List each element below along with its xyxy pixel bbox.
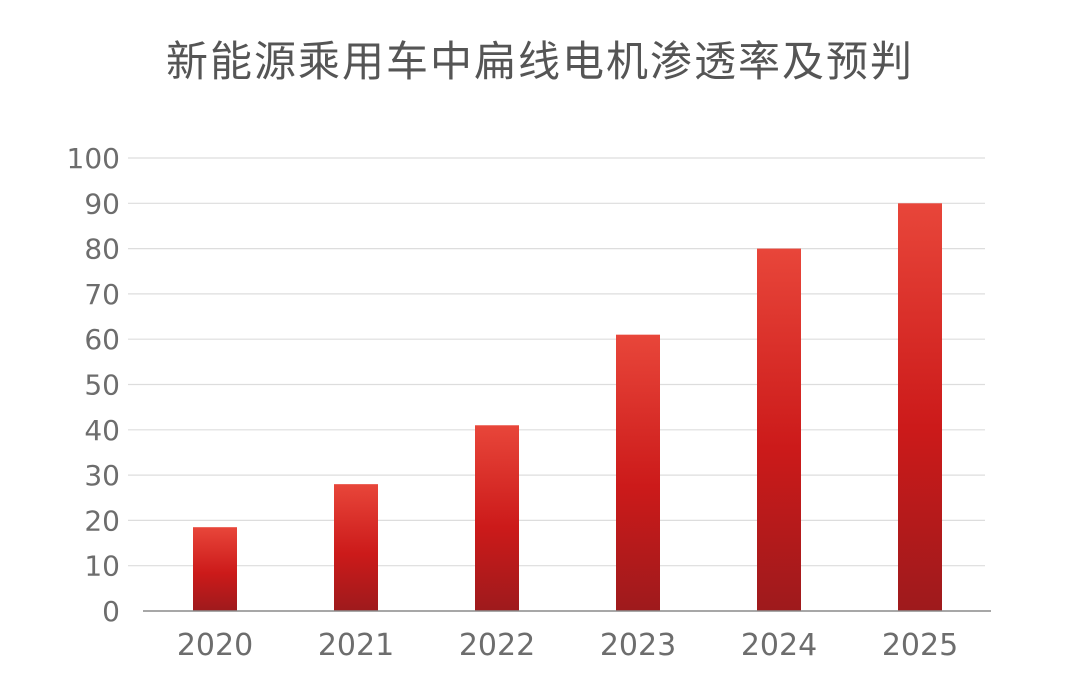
chart-title: 新能源乘用车中扁线电机渗透率及预判 <box>165 37 914 86</box>
grid-lines <box>128 157 985 567</box>
bar-2025 <box>898 203 942 612</box>
y-tick-label-20: 20 <box>84 504 120 537</box>
y-tick-label-50: 50 <box>84 369 120 402</box>
bar-2023 <box>616 334 660 611</box>
x-tick-label-2024: 2024 <box>741 628 817 663</box>
y-tick-label-90: 90 <box>84 187 120 220</box>
y-tick-label-10: 10 <box>84 550 120 583</box>
bar-2020 <box>193 527 237 611</box>
x-tick-label-2022: 2022 <box>459 628 535 663</box>
x-tick-label-2023: 2023 <box>600 628 676 663</box>
bars <box>193 203 942 612</box>
y-tick-label-0: 0 <box>102 595 120 628</box>
y-tick-label-60: 60 <box>84 323 120 356</box>
y-tick-label-70: 70 <box>84 278 120 311</box>
y-axis-ticks: 0 10 20 30 40 50 60 70 80 90 100 <box>67 142 120 628</box>
x-tick-label-2021: 2021 <box>318 628 394 663</box>
y-tick-label-80: 80 <box>84 233 120 266</box>
y-tick-label-30: 30 <box>84 459 120 492</box>
bar-2021 <box>334 484 378 611</box>
x-tick-label-2020: 2020 <box>177 628 253 663</box>
y-tick-label-40: 40 <box>84 414 120 447</box>
x-tick-label-2025: 2025 <box>882 628 958 663</box>
bar-2022 <box>475 425 519 611</box>
bar-2024 <box>757 248 801 611</box>
y-tick-label-100: 100 <box>67 142 120 175</box>
x-axis-ticks: 2020 2021 2022 2023 2024 2025 <box>177 628 958 663</box>
